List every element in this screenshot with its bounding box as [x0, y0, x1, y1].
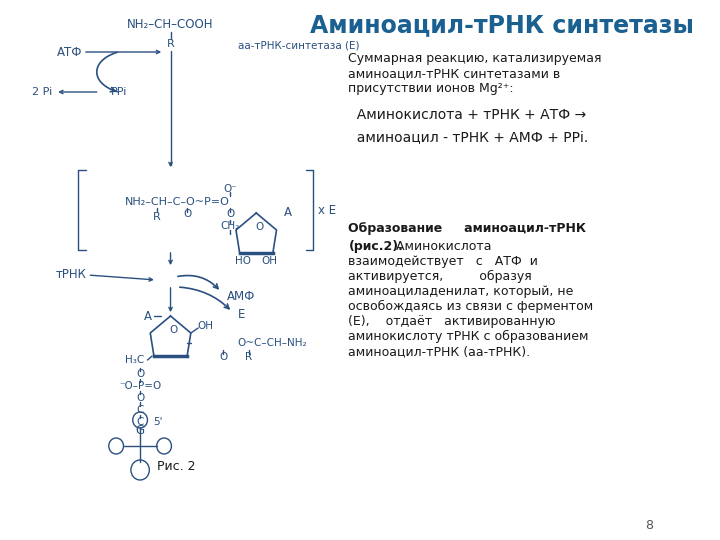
Text: аа-тРНК-синтетаза (Е): аа-тРНК-синтетаза (Е) — [238, 40, 359, 50]
Text: E: E — [238, 308, 246, 321]
Text: Рис. 2: Рис. 2 — [157, 460, 195, 472]
Text: АМФ: АМФ — [228, 289, 256, 302]
Text: G: G — [135, 424, 145, 437]
Text: 8: 8 — [644, 519, 652, 532]
Text: аминоацил - тРНК + АМФ + РРi.: аминоацил - тРНК + АМФ + РРi. — [348, 130, 589, 144]
Text: O~C–CH–NH₂: O~C–CH–NH₂ — [237, 338, 307, 348]
Text: Образование     аминоацил-тРНК: Образование аминоацил-тРНК — [348, 222, 586, 235]
Text: 5': 5' — [153, 417, 163, 427]
Text: NH₂–CH–COOH: NH₂–CH–COOH — [127, 18, 214, 31]
Text: (рис.2).: (рис.2). — [348, 240, 403, 253]
Text: 2 Pi: 2 Pi — [32, 87, 53, 97]
Text: O: O — [226, 209, 235, 219]
Text: CH₂: CH₂ — [221, 221, 240, 231]
Text: O: O — [169, 325, 177, 335]
Text: R: R — [246, 352, 253, 362]
Text: x E: x E — [318, 204, 336, 217]
Text: Аминоацил-тРНК синтетазы: Аминоацил-тРНК синтетазы — [310, 13, 694, 37]
Text: OH: OH — [197, 321, 214, 331]
Text: A: A — [144, 309, 152, 322]
Text: PPi: PPi — [111, 87, 127, 97]
Text: R: R — [153, 212, 161, 222]
Text: O: O — [219, 352, 228, 362]
Text: O: O — [255, 222, 263, 232]
Text: Аминокислота + тРНК + АТФ →: Аминокислота + тРНК + АТФ → — [348, 108, 587, 122]
Text: тРНК: тРНК — [55, 268, 86, 281]
Text: O⁻: O⁻ — [224, 184, 238, 194]
Text: O: O — [136, 393, 144, 403]
Text: R: R — [166, 39, 174, 49]
Text: АТФ: АТФ — [57, 45, 83, 58]
Text: OH: OH — [261, 256, 277, 266]
Text: C: C — [136, 405, 144, 415]
Text: HO: HO — [235, 256, 251, 266]
Text: H₃C: H₃C — [125, 355, 145, 365]
Text: NH₂–CH–C–O~P=O: NH₂–CH–C–O~P=O — [125, 197, 229, 207]
Text: ⁻O–P=O: ⁻O–P=O — [119, 381, 161, 391]
Text: O: O — [183, 209, 192, 219]
Text: Суммарная реакцию, катализируемая
аминоацил-тРНК синтетазами в
присутствии ионов: Суммарная реакцию, катализируемая аминоа… — [348, 52, 602, 95]
Text: O: O — [136, 369, 144, 379]
Text: C: C — [136, 417, 144, 427]
Text: A: A — [284, 206, 292, 219]
Text: Аминокислота
взаимодействует   с   АТФ  и
активируется,         образуя
аминоаци: Аминокислота взаимодействует с АТФ и акт… — [348, 240, 594, 358]
